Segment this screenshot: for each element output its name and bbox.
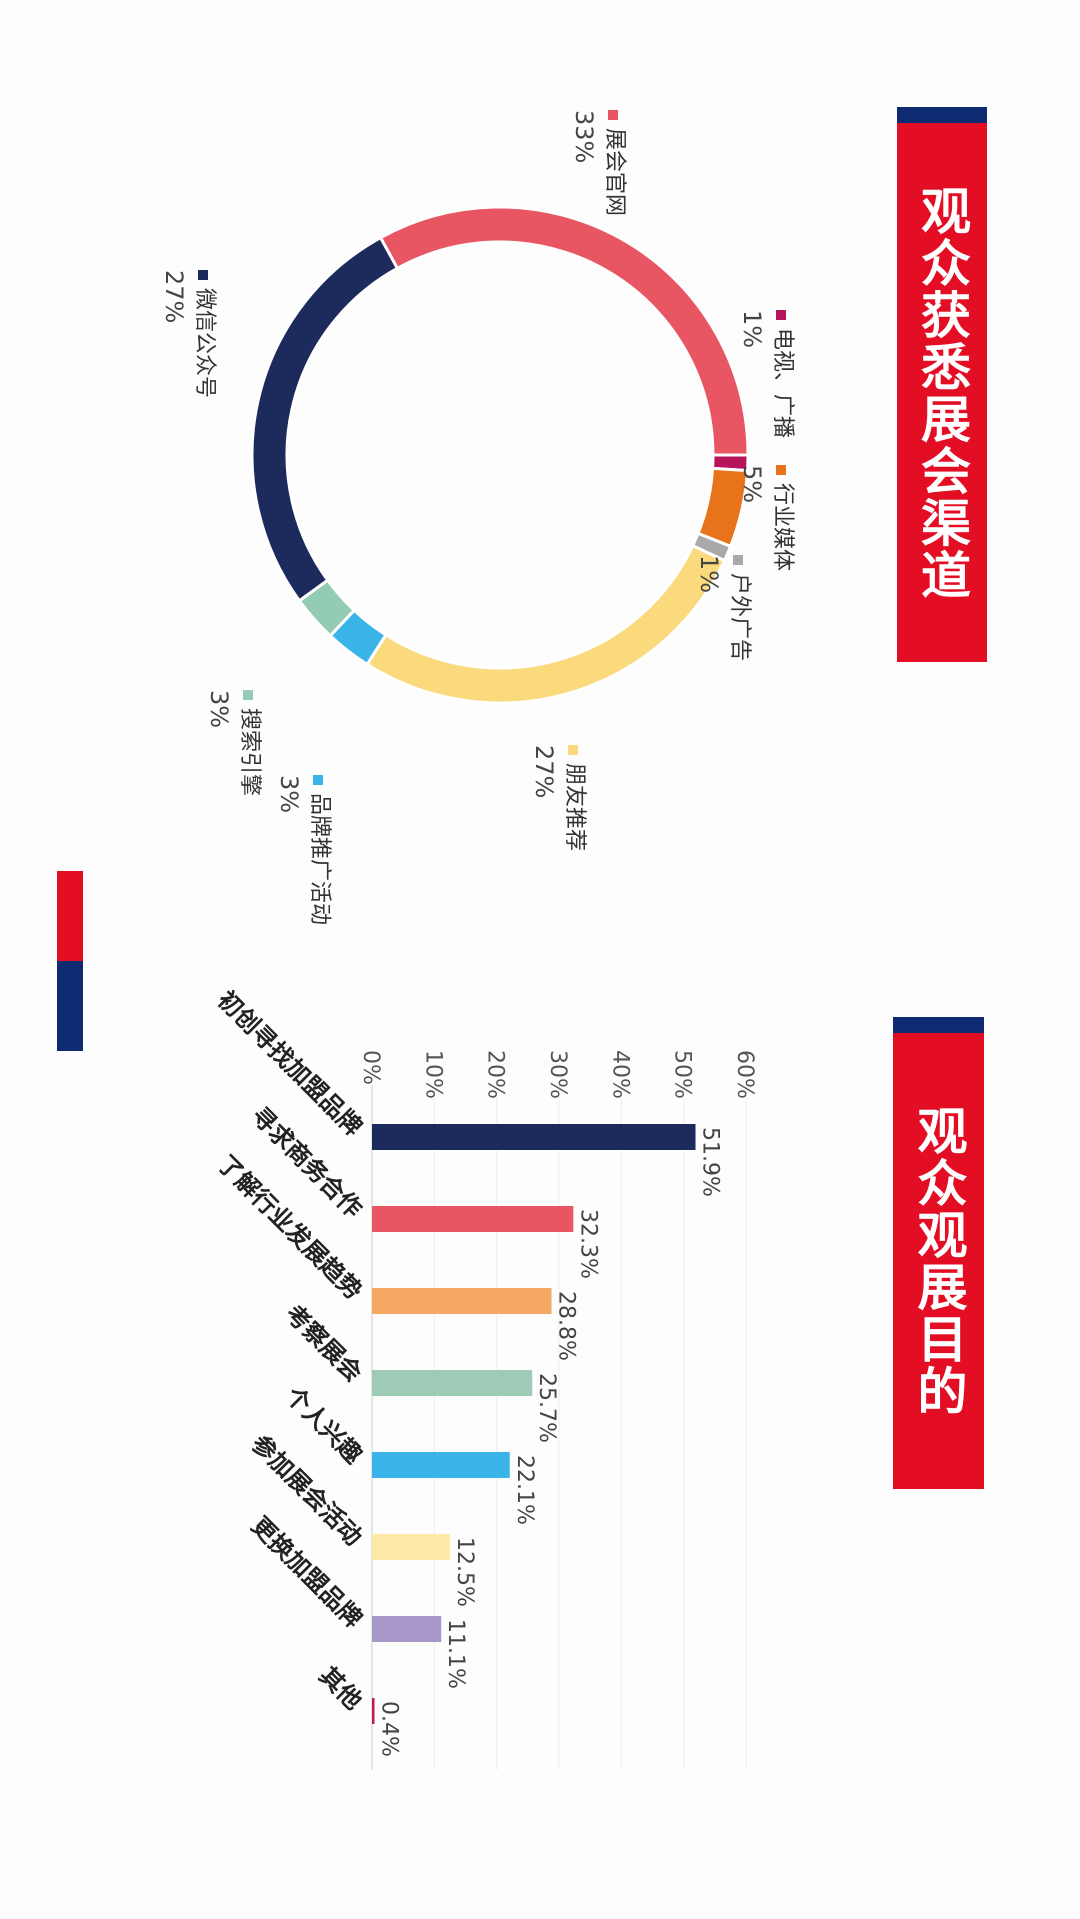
donut-slice bbox=[250, 235, 400, 603]
bar-value-label: 11.1% bbox=[443, 1619, 468, 1689]
slice-value: 1% bbox=[738, 310, 766, 348]
slice-name: 展会官网 bbox=[602, 128, 627, 216]
bar-value-label: 12.5% bbox=[452, 1537, 477, 1607]
legend-swatch bbox=[568, 745, 578, 755]
purpose-title-banner: 观众观展目的 bbox=[893, 1017, 984, 1489]
legend-swatch bbox=[198, 270, 208, 280]
channels-title-banner: 观众获悉展会渠道 bbox=[897, 107, 987, 662]
axis-tick-label: 40% bbox=[607, 1050, 632, 1099]
legend-swatch bbox=[776, 465, 786, 475]
bar bbox=[372, 1370, 533, 1396]
slice-value: 3% bbox=[275, 775, 303, 813]
legend-swatch bbox=[733, 555, 743, 565]
donut-slice bbox=[378, 205, 750, 457]
axis-tick-label: 60% bbox=[732, 1050, 757, 1099]
section-divider-mark bbox=[57, 871, 83, 1051]
category-label: 了解行业发展趋势 bbox=[212, 1150, 368, 1306]
channels-title: 观众获悉展会渠道 bbox=[913, 184, 971, 601]
donut-slice-label: 电视、广播1% bbox=[738, 310, 795, 438]
bar-value-label: 51.9% bbox=[698, 1127, 723, 1197]
slice-name: 朋友推荐 bbox=[562, 763, 587, 851]
slice-value: 27% bbox=[530, 745, 558, 798]
purpose-title: 观众观展目的 bbox=[909, 1105, 968, 1417]
legend-swatch bbox=[243, 690, 253, 700]
slice-name: 品牌推广活动 bbox=[307, 793, 332, 925]
slice-value: 1% bbox=[695, 555, 723, 593]
bar bbox=[372, 1616, 442, 1642]
bar bbox=[372, 1124, 696, 1150]
bar-value-label: 22.1% bbox=[512, 1455, 537, 1525]
bar bbox=[372, 1206, 574, 1232]
slice-value: 27% bbox=[160, 270, 188, 323]
category-label: 其他 bbox=[314, 1662, 368, 1716]
legend-swatch bbox=[313, 775, 323, 785]
category-label: 考察展会 bbox=[280, 1300, 368, 1388]
bar bbox=[372, 1288, 552, 1314]
legend-swatch bbox=[776, 310, 786, 320]
slice-name: 行业媒体 bbox=[770, 483, 795, 571]
slice-value: 5% bbox=[738, 465, 766, 503]
slice-name: 搜索引擎 bbox=[237, 708, 262, 796]
bar-value-label: 25.7% bbox=[534, 1373, 559, 1443]
slice-name: 电视、广播 bbox=[770, 328, 795, 438]
donut-slice bbox=[365, 543, 727, 705]
bar-chart: 0% 10% 20% 30% 40% 50% 60%51.9%初创寻找加盟品牌32.3%寻求… bbox=[212, 986, 757, 1770]
axis-tick-label: 30% bbox=[545, 1050, 570, 1099]
legend-swatch bbox=[608, 110, 618, 120]
slice-name: 微信公众号 bbox=[192, 288, 217, 398]
bar bbox=[372, 1452, 510, 1478]
bar bbox=[372, 1698, 375, 1724]
divider-red-block bbox=[57, 871, 83, 961]
axis-tick-label: 0% bbox=[358, 1050, 383, 1085]
donut-labels: 展会官网33%电视、广播1%行业媒体5%户外广告1%朋友推荐27%品牌推广活动3… bbox=[160, 110, 795, 925]
bar bbox=[372, 1534, 450, 1560]
slice-value: 3% bbox=[205, 690, 233, 728]
donut-chart bbox=[250, 205, 750, 705]
slice-name: 户外广告 bbox=[727, 573, 752, 661]
divider-blue-block bbox=[57, 961, 83, 1051]
axis-tick-label: 20% bbox=[483, 1050, 508, 1099]
axis-tick-label: 50% bbox=[670, 1050, 695, 1099]
axis-tick-label: 10% bbox=[420, 1050, 445, 1099]
category-label: 初创寻找加盟品牌 bbox=[212, 986, 368, 1142]
bar-value-label: 32.3% bbox=[575, 1209, 600, 1279]
slice-value: 33% bbox=[570, 110, 598, 163]
bar-value-label: 0.4% bbox=[376, 1701, 401, 1757]
bar-value-label: 28.8% bbox=[554, 1291, 579, 1361]
